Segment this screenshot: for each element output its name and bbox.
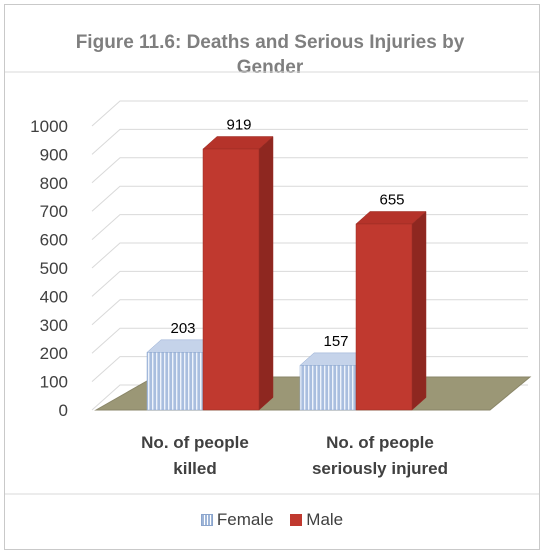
- data-label-male-2: 655: [379, 191, 404, 208]
- y-tick-label: 700: [40, 202, 68, 221]
- y-tick-label: 400: [40, 287, 68, 306]
- legend-label-female: Female: [216, 510, 274, 529]
- bar-male-1: [202, 135, 274, 411]
- legend-swatch-female: [200, 514, 213, 526]
- category-label: seriously injured: [312, 459, 448, 478]
- gridline: [91, 157, 528, 184]
- gridline: [91, 100, 528, 127]
- legend-item-female: Female: [200, 510, 274, 530]
- y-tick-label: 200: [40, 344, 68, 363]
- data-label-male-1: 919: [226, 117, 251, 134]
- bar-male-2: [355, 210, 427, 411]
- category-label: No. of people: [141, 433, 249, 452]
- legend-item-male: Male: [290, 510, 343, 530]
- legend: Female Male: [0, 510, 544, 530]
- y-tick-label: 100: [40, 373, 68, 392]
- gridline: [91, 270, 528, 297]
- category-label: No. of people: [326, 433, 434, 452]
- bar-front: [299, 365, 357, 411]
- y-axis-ticks: 0 100 200 300 400 500 600 700 800 900 1000: [30, 117, 68, 420]
- data-labels: 203 919 157 655: [170, 117, 404, 350]
- chart-title: Figure 11.6: Deaths and Serious Injuries…: [75, 32, 465, 78]
- legend-label-male: Male: [306, 510, 344, 529]
- gridline: [91, 185, 528, 212]
- gridline: [91, 299, 528, 326]
- category-label: killed: [173, 459, 216, 478]
- bar-side: [411, 210, 427, 411]
- y-tick-label: 900: [40, 145, 68, 164]
- category-labels: No. of people killed No. of people seriousl…: [141, 433, 448, 478]
- title-box-frame: [5, 71, 539, 495]
- bars: [146, 135, 427, 411]
- chart-area: 0 100 200 300 400 500 600 700 800 900 1000 203 919 1…: [5, 71, 539, 495]
- bar-front: [146, 352, 204, 411]
- bar-side: [258, 135, 274, 411]
- gridline: [91, 214, 528, 240]
- bar-front: [202, 148, 260, 411]
- y-tick-label: 500: [40, 259, 68, 278]
- y-tick-label: 300: [40, 316, 68, 335]
- y-tick-label: 600: [40, 231, 68, 250]
- gridline: [91, 242, 528, 269]
- y-tick-label: 1000: [30, 117, 68, 136]
- y-tick-label: 0: [59, 401, 68, 420]
- bar-front: [355, 223, 413, 411]
- y-tick-label: 800: [40, 174, 68, 193]
- gridline: [91, 128, 528, 155]
- data-label-female-1: 203: [170, 320, 195, 337]
- data-label-female-2: 157: [323, 333, 348, 350]
- legend-swatch-male: [290, 514, 303, 526]
